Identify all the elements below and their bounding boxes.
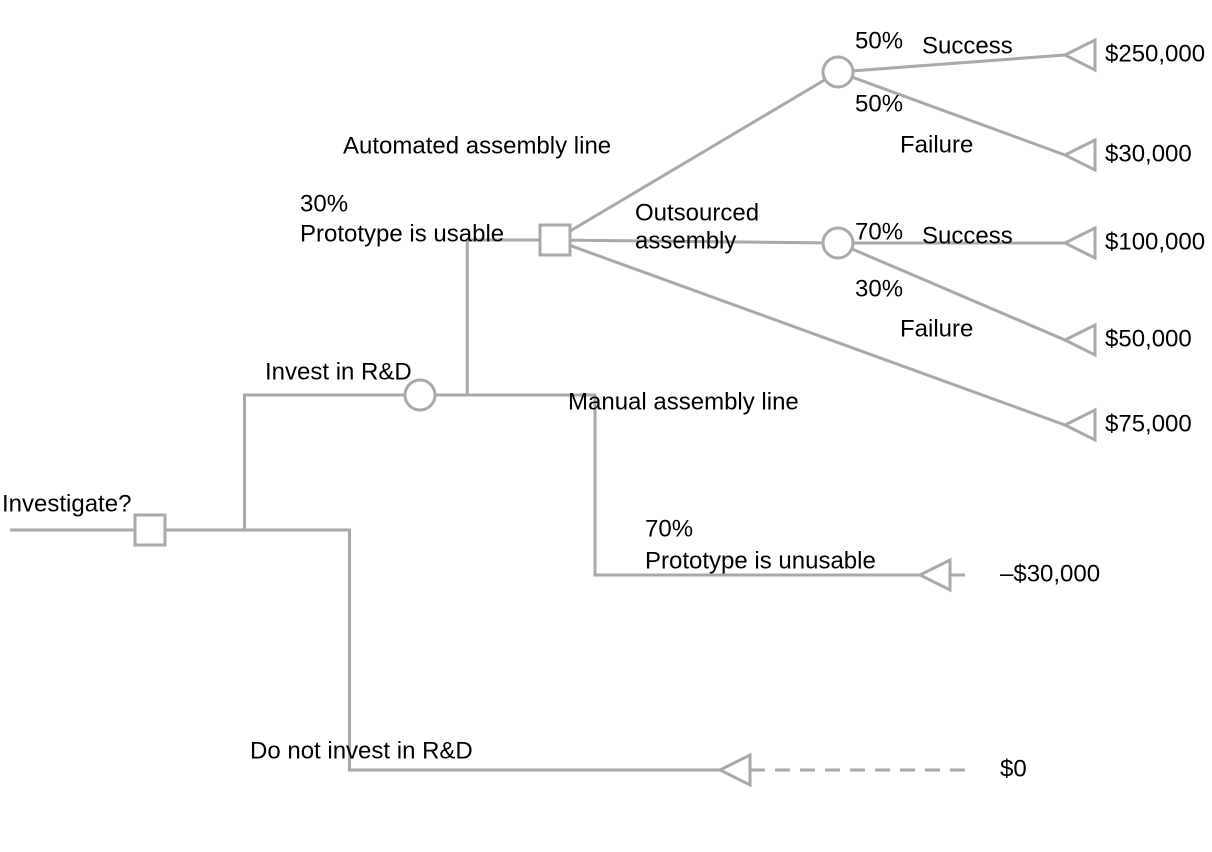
result-auto_s: Success — [922, 32, 1013, 59]
label-auto: Automated assembly line — [343, 132, 611, 159]
decision-node-root — [135, 515, 165, 545]
pct-out_s: 70% — [855, 218, 903, 245]
edge-root-invest — [150, 395, 420, 530]
value-out_f: $50,000 — [1105, 325, 1192, 352]
edges-layer — [10, 55, 1065, 770]
label-unusable-2: Prototype is unusable — [645, 547, 876, 574]
value-auto_s: $250,000 — [1105, 40, 1205, 67]
edge-invest-usable — [420, 240, 555, 395]
decision-tree: Investigate? Invest in R&D Do not invest i… — [0, 0, 1212, 852]
chance-node-out — [823, 228, 853, 258]
label-noinvest: Do not invest in R&D — [250, 737, 473, 764]
value-out_s: $100,000 — [1105, 228, 1205, 255]
label-usable-2: Prototype is usable — [300, 220, 504, 247]
edge-root-noinvest — [150, 530, 720, 770]
value-manual: $75,000 — [1105, 410, 1192, 437]
result-out_f: Failure — [900, 315, 973, 342]
value-noinvest: $0 — [1000, 755, 1027, 782]
label-manual: Manual assembly line — [568, 388, 799, 415]
pct-auto_f: 50% — [855, 90, 903, 117]
terminal-node-unusable — [920, 560, 950, 590]
chance-node-auto — [823, 57, 853, 87]
value-auto_f: $30,000 — [1105, 140, 1192, 167]
terminal-node-manual — [1065, 410, 1095, 440]
value-unusable: –$30,000 — [1000, 560, 1100, 587]
label-invest: Invest in R&D — [265, 358, 412, 385]
terminal-node-out_f — [1065, 325, 1095, 355]
pct-out_f: 30% — [855, 275, 903, 302]
result-auto_f: Failure — [900, 131, 973, 158]
terminal-node-noinvest — [720, 755, 750, 785]
result-out_s: Success — [922, 222, 1013, 249]
label-usable-1: 30% — [300, 190, 348, 217]
terminal-node-out_s — [1065, 228, 1095, 258]
terminal-node-auto_s — [1065, 40, 1095, 70]
pct-auto_s: 50% — [855, 27, 903, 54]
label-out-1: Outsourced — [635, 199, 759, 226]
label-out-2: assembly — [635, 227, 736, 254]
terminal-node-auto_f — [1065, 140, 1095, 170]
decision-node-usable — [540, 225, 570, 255]
label-root: Investigate? — [2, 490, 131, 517]
label-unusable-1: 70% — [645, 515, 693, 542]
